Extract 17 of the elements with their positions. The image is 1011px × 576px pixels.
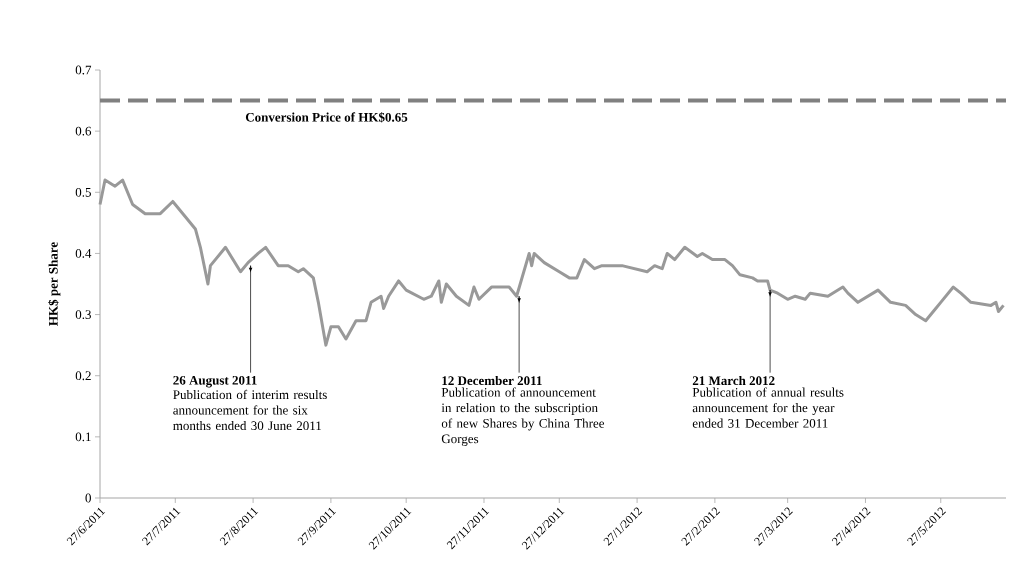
annotation: Publication of announcement in relation to the subscription of new Shares by China Three Gorges	[441, 387, 605, 446]
annotation: Publication of interim results announcement for the six months ended 30 June 2011	[173, 389, 327, 431]
y-tick-label: 0.7	[75, 65, 92, 75]
annotation: 21 March 2012	[692, 375, 775, 386]
y-tick-label: 0.3	[75, 310, 91, 319]
y-tick-label: 0.1	[75, 432, 91, 442]
y-tick-label: 0	[85, 493, 91, 503]
y-tick-label: 0.2	[75, 371, 91, 381]
y-axis-title: HK$ per Share	[48, 242, 61, 326]
annotation: 12 December 2011	[442, 375, 542, 386]
y-tick-label: 0.5	[75, 187, 91, 197]
line-series	[98, 178, 1005, 347]
y-tick-label: 0.4	[75, 249, 92, 258]
annotation: Publication of annual results announcement for the year ended 31 December 2011	[692, 387, 844, 428]
annotation: 26 August 2011	[173, 375, 257, 388]
y-tick-label: 0.6	[75, 126, 92, 136]
ref-line-label: Conversion Price of HK$0.65	[245, 112, 408, 123]
